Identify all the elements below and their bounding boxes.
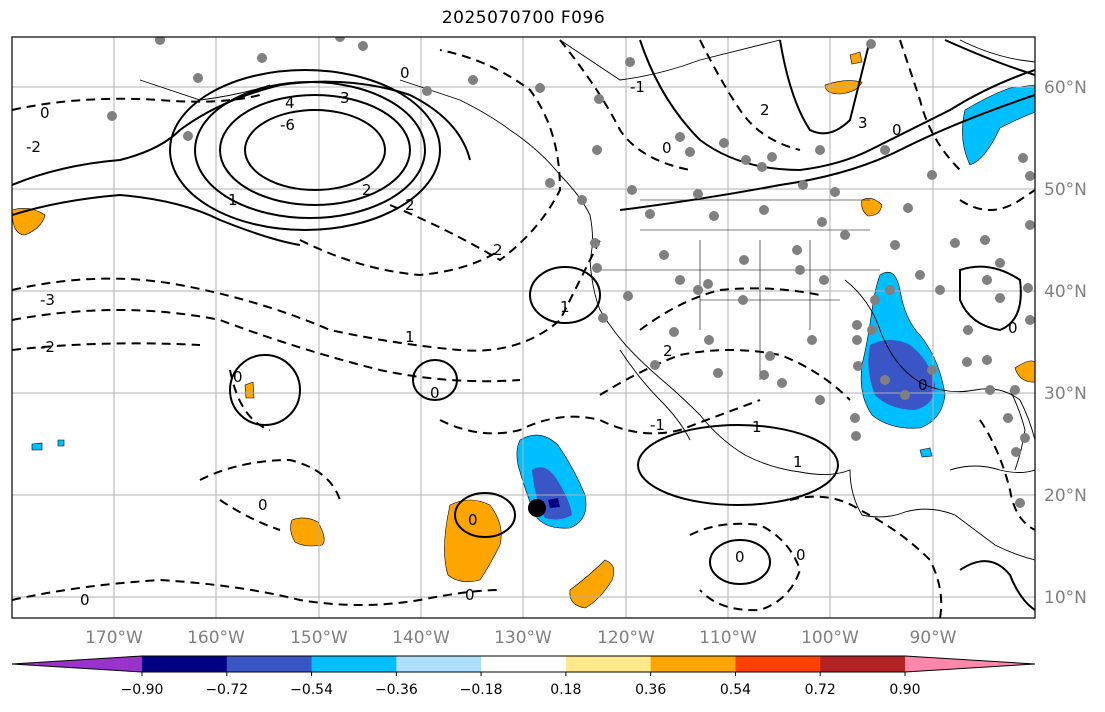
lat-label: 30°N <box>1044 384 1087 404</box>
orange-region <box>861 198 883 217</box>
contour-label: 2 <box>663 342 673 360</box>
contour-label: -6 <box>280 116 295 134</box>
contour-label: 0 <box>233 368 243 386</box>
lon-label: 100°W <box>801 628 859 648</box>
contour-label: 0 <box>892 121 902 139</box>
colorbar-tick-label: −0.54 <box>290 682 333 698</box>
contour-label: 0 <box>1008 319 1018 337</box>
solid-contours <box>12 39 1035 611</box>
colorbar-tick-label: 0.90 <box>889 682 920 698</box>
contour-label: 0 <box>796 546 806 564</box>
orange-region <box>12 208 46 236</box>
colorbar-segment <box>142 656 228 672</box>
contour-label: 3 <box>340 89 350 107</box>
contour-label: 0 <box>918 376 928 394</box>
colorbar-segment <box>820 656 906 672</box>
contour-label: -1 <box>650 416 665 434</box>
colorbar-tick-label: −0.72 <box>205 682 248 698</box>
colorbar-tick-label: 0.18 <box>550 682 581 698</box>
contour-label: -3 <box>40 291 55 309</box>
lon-label: 160°W <box>187 628 245 648</box>
contour-label: -2 <box>26 138 41 156</box>
blue-region <box>962 84 1035 166</box>
orange-region <box>444 499 502 582</box>
contour-label: 0 <box>430 384 440 402</box>
lat-labels: 60°N 50°N 40°N 30°N 20°N 10°N <box>1044 78 1087 608</box>
lat-label: 60°N <box>1044 78 1087 98</box>
colorbar-tick-label: 0.36 <box>635 682 666 698</box>
contour-label: 1 <box>793 453 803 471</box>
navy-region <box>548 498 560 508</box>
lon-label: 140°W <box>392 628 450 648</box>
lon-label: 120°W <box>597 628 655 648</box>
contour-label: 2 <box>760 101 770 119</box>
contour-label: 3 <box>858 114 868 132</box>
orange-region <box>244 381 255 399</box>
lon-label: 150°W <box>290 628 348 648</box>
colorbar-extend-low <box>12 656 142 672</box>
lat-label: 40°N <box>1044 282 1087 302</box>
contour-label: -1 <box>630 78 645 96</box>
station-markers <box>107 37 1035 508</box>
contour-label: 0 <box>735 548 745 566</box>
gridlines <box>12 37 1035 618</box>
colorbar-extend-high <box>905 656 1035 672</box>
colorbar-segment <box>396 656 482 672</box>
lon-label: 90°W <box>910 628 957 648</box>
contour-labels: 0 3 -6 4 2 1 -2 0 2 -3 -2 1 0 0 0 2 1 2 … <box>26 64 1018 609</box>
lon-label: 170°W <box>85 628 143 648</box>
colorbar-segment <box>650 656 736 672</box>
contour-label: 4 <box>285 94 295 112</box>
lat-label: 50°N <box>1044 180 1087 200</box>
orange-region <box>1014 360 1035 383</box>
colorbar-segment <box>311 656 397 672</box>
contour-label: 0 <box>400 64 410 82</box>
contour-label: 1 <box>560 298 570 316</box>
colorbar-tick-label: −0.18 <box>460 682 503 698</box>
colorbar-segment <box>735 656 821 672</box>
colorbar-tick-label: 0.72 <box>805 682 836 698</box>
contour-label: 0 <box>465 586 475 604</box>
contour-label: 0 <box>258 496 268 514</box>
colorbar-tick-label: −0.90 <box>121 682 164 698</box>
blue-region <box>919 447 933 458</box>
lat-label: 20°N <box>1044 486 1087 506</box>
contour-label: 2 <box>362 181 372 199</box>
map-title: 2025070700 F096 <box>441 8 606 28</box>
contour-label: 0 <box>80 591 90 609</box>
colorbar: −0.90 −0.72 −0.54 −0.36 −0.18 0.18 0.36 0.54 0.7… <box>11 655 1036 698</box>
map-border <box>11 36 1036 619</box>
blue-region <box>57 439 65 447</box>
lon-labels: 170°W 160°W 150°W 140°W 130°W 120°W 110°… <box>85 628 957 648</box>
contour-label: 2 <box>405 196 415 214</box>
lat-label: 10°N <box>1044 588 1087 608</box>
blue-region <box>31 442 43 451</box>
contour-label: 0 <box>40 104 50 122</box>
colorbar-tick-label: −0.36 <box>375 682 418 698</box>
orange-region <box>849 51 863 65</box>
lon-label: 110°W <box>699 628 757 648</box>
orange-region <box>569 559 615 609</box>
contour-label: 1 <box>405 328 415 346</box>
coastlines <box>139 39 1035 561</box>
contour-label: 0 <box>662 139 672 157</box>
contour-label: -2 <box>40 338 55 356</box>
colorbar-tick-label: 0.54 <box>720 682 751 698</box>
dashed-contours <box>12 39 1035 618</box>
contour-label: 2 <box>493 241 503 259</box>
contour-label: 1 <box>228 191 238 209</box>
contour-label: 1 <box>752 418 762 436</box>
storm-marker <box>528 499 546 517</box>
contour-label: 0 <box>468 511 478 529</box>
lon-label: 130°W <box>494 628 552 648</box>
colorbar-segment <box>565 656 652 672</box>
colorbar-segment <box>226 656 313 672</box>
colorbar-segment <box>481 656 567 672</box>
orange-region <box>290 517 325 547</box>
